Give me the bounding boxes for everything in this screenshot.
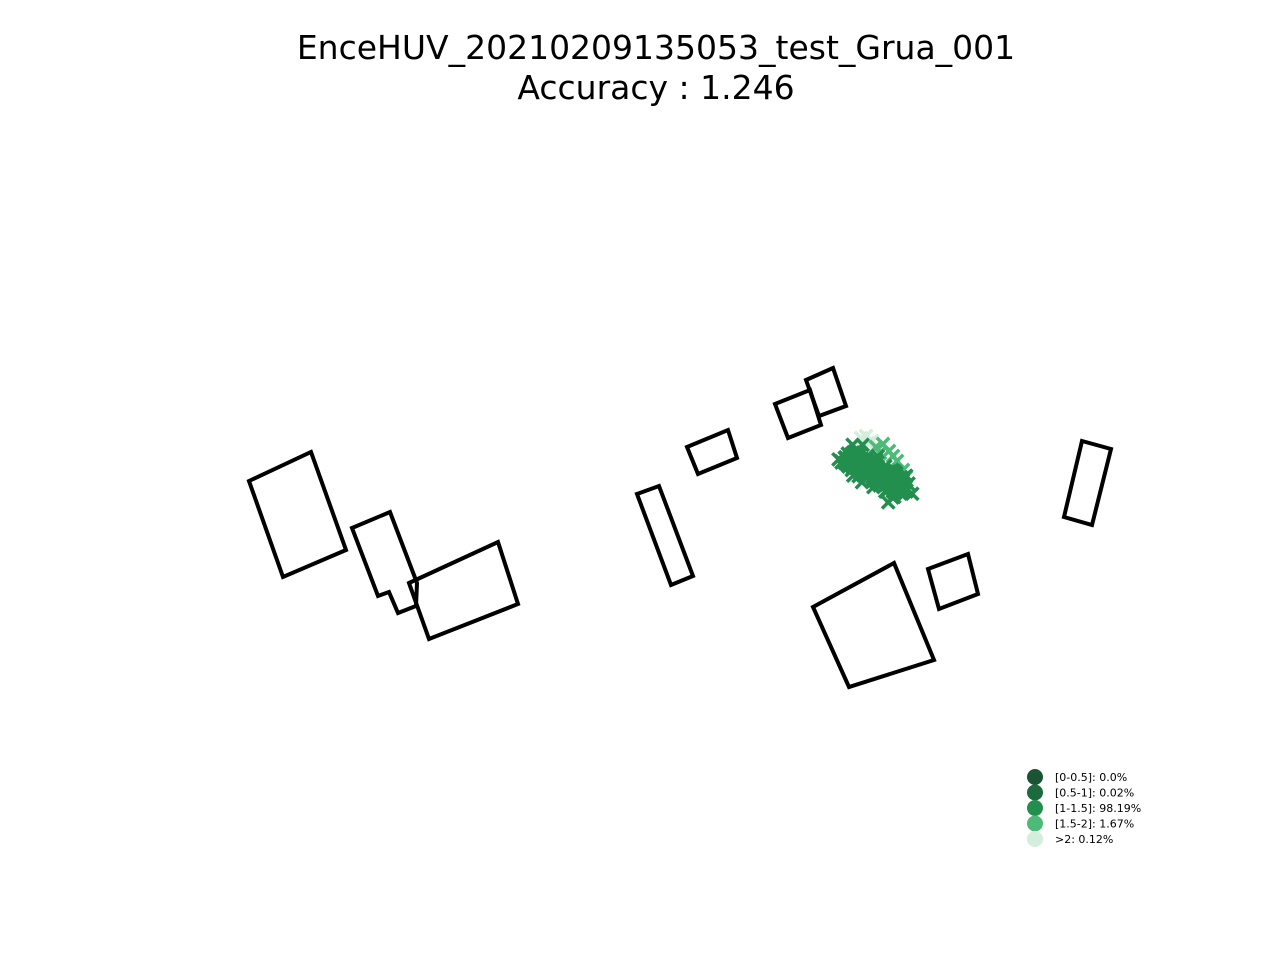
building-outline bbox=[684, 427, 740, 477]
legend-label: [0.5-1]: 0.02% bbox=[1055, 787, 1134, 800]
legend-label: [1-1.5]: 98.19% bbox=[1055, 802, 1141, 815]
legend-label: [1.5-2]: 1.67% bbox=[1055, 818, 1134, 831]
building-outline bbox=[634, 483, 696, 588]
building-outline bbox=[406, 539, 521, 642]
legend-label: [0-0.5]: 0.0% bbox=[1055, 771, 1127, 784]
building-outline bbox=[772, 387, 824, 441]
legend-marker bbox=[1027, 800, 1043, 816]
building-outlines bbox=[246, 365, 1114, 690]
legend-label: >2: 0.12% bbox=[1055, 833, 1113, 846]
legend: [0-0.5]: 0.0% [0.5-1]: 0.02% [1-1.5]: 98.1… bbox=[1027, 769, 1141, 847]
scatter-point bbox=[841, 458, 857, 474]
building-outline bbox=[925, 551, 981, 612]
scatter-point bbox=[847, 444, 863, 460]
chart-title: EnceHUV_20210209135053_test_Grua_001 bbox=[297, 28, 1015, 67]
trajectory-error-points bbox=[831, 428, 920, 510]
scatter-point bbox=[884, 467, 900, 483]
chart-subtitle: Accuracy : 1.246 bbox=[517, 68, 794, 107]
legend-marker bbox=[1027, 769, 1043, 785]
legend-marker bbox=[1027, 831, 1043, 847]
building-outline bbox=[1061, 438, 1114, 528]
building-outline bbox=[349, 509, 420, 616]
building-outline bbox=[803, 365, 849, 419]
building-outline bbox=[810, 560, 937, 690]
scatter-point bbox=[861, 463, 877, 479]
legend-marker bbox=[1027, 784, 1043, 801]
scatter-point bbox=[886, 480, 902, 496]
legend-marker bbox=[1027, 815, 1043, 832]
scatter-point bbox=[834, 454, 850, 470]
scatter-point bbox=[900, 476, 916, 492]
building-outline bbox=[246, 449, 349, 580]
